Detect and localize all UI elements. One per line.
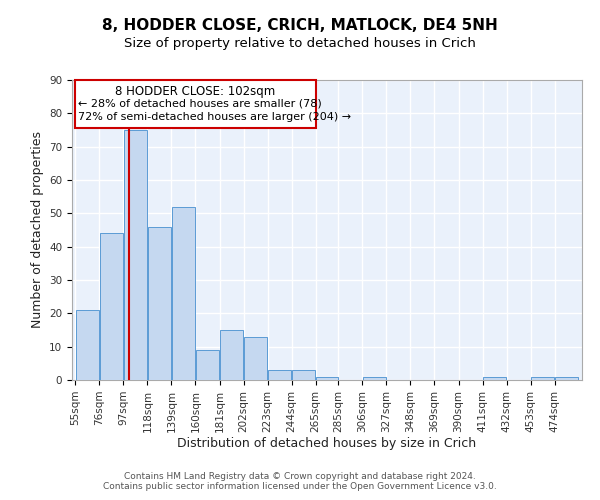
Bar <box>554 376 578 380</box>
Text: Contains public sector information licensed under the Open Government Licence v3: Contains public sector information licen… <box>103 482 497 491</box>
Bar <box>100 234 124 380</box>
Text: 8 HODDER CLOSE: 102sqm: 8 HODDER CLOSE: 102sqm <box>115 85 275 98</box>
Y-axis label: Number of detached properties: Number of detached properties <box>31 132 44 328</box>
Bar <box>244 336 268 380</box>
Bar <box>76 310 100 380</box>
X-axis label: Distribution of detached houses by size in Crich: Distribution of detached houses by size … <box>178 438 476 450</box>
Bar <box>316 376 338 380</box>
Bar <box>482 376 506 380</box>
Bar <box>292 370 316 380</box>
Bar <box>220 330 244 380</box>
Bar <box>268 370 292 380</box>
Text: ← 28% of detached houses are smaller (78): ← 28% of detached houses are smaller (78… <box>78 98 322 108</box>
Bar <box>124 130 148 380</box>
Text: 72% of semi-detached houses are larger (204) →: 72% of semi-detached houses are larger (… <box>78 112 351 122</box>
Bar <box>196 350 220 380</box>
Text: Contains HM Land Registry data © Crown copyright and database right 2024.: Contains HM Land Registry data © Crown c… <box>124 472 476 481</box>
Text: Size of property relative to detached houses in Crich: Size of property relative to detached ho… <box>124 38 476 51</box>
Text: 8, HODDER CLOSE, CRICH, MATLOCK, DE4 5NH: 8, HODDER CLOSE, CRICH, MATLOCK, DE4 5NH <box>102 18 498 32</box>
Bar <box>362 376 386 380</box>
Bar <box>172 206 196 380</box>
Bar <box>148 226 172 380</box>
FancyBboxPatch shape <box>76 80 316 128</box>
Bar <box>530 376 554 380</box>
